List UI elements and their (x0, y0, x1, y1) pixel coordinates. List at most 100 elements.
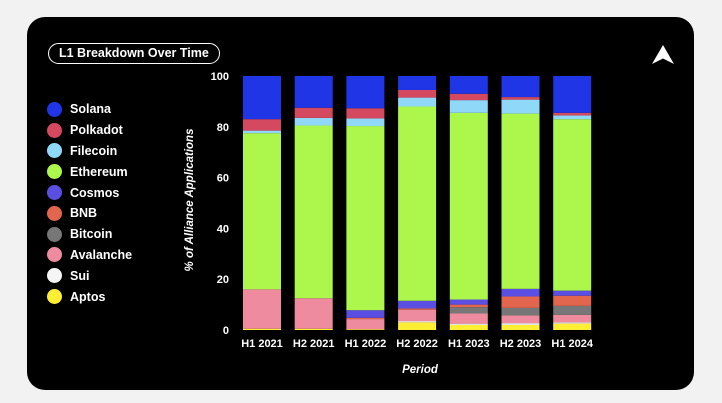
x-axis-title: Period (402, 364, 439, 376)
legend-swatch-solana (47, 101, 62, 117)
bar-segment-ethereum-h2-2022 (398, 106, 437, 301)
bar-segment-ethereum-h1-2021 (243, 133, 281, 290)
chart-legend: Solana Polkadot Filecoin Ethereum Cosmos BNB B… (47, 99, 132, 307)
y-axis-title: % of Alliance Applications (184, 129, 196, 272)
bar-segment-sui-h2-2022 (398, 321, 437, 323)
bar-segment-cosmos-h2-2023 (501, 288, 540, 297)
legend-label-polkadot: Polkadot (70, 123, 123, 138)
bar-segment-bnb-h1-2022 (346, 317, 385, 320)
legend-item-avalanche: Avalanche (47, 245, 132, 266)
bar-segment-ethereum-h1-2023 (449, 112, 488, 300)
bar-segment-aptos-h1-2022 (346, 329, 385, 330)
bar-segment-avalanche-h1-2021 (243, 289, 281, 329)
legend-item-bnb: BNB (47, 203, 132, 224)
legend-swatch-avalanche (47, 247, 62, 263)
x-tick-label-h2-2021: H2 2021 (293, 338, 335, 350)
chart-title: L1 Breakdown Over Time (48, 43, 220, 64)
legend-swatch-cosmos (47, 185, 62, 201)
bar-segment-polkadot-h2-2021 (294, 107, 333, 118)
y-tick-label-80: 80 (217, 122, 229, 134)
bar-segment-polkadot-h1-2021 (243, 119, 281, 131)
bar-segment-polkadot-h1-2024 (553, 112, 592, 116)
legend-label-sui: Sui (70, 268, 90, 283)
legend-label-aptos: Aptos (70, 289, 106, 304)
bar-segment-cosmos-h2-2022 (398, 300, 437, 309)
bar-segment-aptos-h1-2021 (243, 328, 281, 330)
y-tick-label-40: 40 (217, 223, 229, 235)
legend-label-avalanche: Avalanche (70, 247, 133, 262)
bar-segment-filecoin-h1-2022 (346, 118, 385, 127)
bar-segment-bitcoin-h1-2023 (449, 307, 488, 314)
legend-item-filecoin: Filecoin (47, 141, 132, 162)
x-tick-label-h1-2024: H1 2024 (551, 338, 593, 350)
bar-segment-filecoin-h2-2022 (398, 97, 437, 107)
x-tick-label-h1-2021: H1 2021 (241, 338, 283, 350)
bar-segment-cosmos-h1-2023 (449, 299, 488, 305)
bar-segment-avalanche-h2-2021 (294, 298, 333, 329)
bar-segment-filecoin-h1-2021 (243, 130, 281, 134)
bar-segment-avalanche-h2-2023 (501, 315, 540, 324)
bar-segment-polkadot-h2-2023 (501, 97, 540, 100)
y-tick-label-20: 20 (217, 274, 229, 286)
legend-swatch-sui (47, 268, 62, 284)
y-tick-label-100: 100 (211, 71, 229, 83)
legend-swatch-polkadot (47, 122, 62, 138)
bar-segment-sui-h2-2023 (501, 323, 540, 325)
bar-segment-solana-h2-2021 (294, 76, 333, 108)
bar-segment-avalanche-h1-2023 (449, 313, 488, 324)
bar-segment-aptos-h1-2024 (553, 323, 592, 330)
brand-logo-icon (652, 45, 674, 64)
bar-segment-bitcoin-h2-2023 (501, 307, 540, 316)
legend-label-cosmos: Cosmos (70, 185, 120, 200)
legend-swatch-ethereum (47, 164, 62, 180)
bar-segment-solana-h2-2022 (398, 76, 437, 90)
bar-segment-bnb-h1-2024 (553, 295, 592, 306)
bar-segment-avalanche-h1-2022 (346, 319, 385, 330)
legend-item-polkadot: Polkadot (47, 120, 132, 141)
legend-item-bitcoin: Bitcoin (47, 224, 132, 245)
bar-segment-cosmos-h1-2022 (346, 310, 385, 318)
legend-label-bnb: BNB (70, 206, 98, 221)
bar-segment-bnb-h2-2023 (501, 296, 540, 308)
bar-segment-filecoin-h1-2023 (449, 100, 488, 113)
bar-segment-filecoin-h2-2023 (501, 99, 540, 114)
y-tick-label-0: 0 (223, 325, 229, 337)
bar-segment-solana-h1-2023 (449, 76, 488, 94)
bar-segment-aptos-h2-2022 (398, 322, 437, 330)
bar-segment-cosmos-h1-2024 (553, 290, 592, 296)
legend-label-bitcoin: Bitcoin (70, 227, 113, 242)
x-tick-label-h1-2022: H1 2022 (345, 338, 387, 350)
x-tick-label-h1-2023: H1 2023 (448, 338, 490, 350)
legend-item-solana: Solana (47, 99, 132, 120)
bar-segment-bitcoin-h1-2024 (553, 305, 592, 315)
legend-item-cosmos: Cosmos (47, 182, 132, 203)
legend-label-filecoin: Filecoin (70, 143, 118, 158)
bar-segment-aptos-h2-2021 (294, 328, 333, 330)
bar-segment-polkadot-h2-2022 (398, 89, 437, 98)
legend-item-ethereum: Ethereum (47, 161, 132, 182)
legend-item-aptos: Aptos (47, 286, 132, 307)
bar-segment-avalanche-h1-2024 (553, 314, 592, 323)
x-tick-label-h2-2023: H2 2023 (500, 338, 542, 350)
bar-segment-ethereum-h1-2022 (346, 126, 385, 311)
bar-segment-avalanche-h2-2022 (398, 309, 437, 322)
bar-segment-polkadot-h1-2023 (449, 93, 488, 101)
legend-swatch-aptos (47, 289, 62, 305)
x-tick-label-h2-2022: H2 2022 (396, 338, 438, 350)
bar-segment-solana-h1-2022 (346, 76, 385, 109)
bar-segment-sui-h1-2024 (553, 322, 592, 324)
bar-segment-solana-h2-2023 (501, 76, 540, 98)
bar-segment-aptos-h2-2023 (501, 324, 540, 330)
bar-segment-aptos-h1-2023 (449, 324, 488, 330)
legend-swatch-bitcoin (47, 226, 62, 242)
bar-segment-solana-h1-2021 (243, 76, 281, 120)
bar-segment-ethereum-h1-2024 (553, 119, 592, 291)
legend-swatch-filecoin (47, 143, 62, 159)
bar-segment-bnb-h2-2022 (398, 308, 437, 310)
bar-segment-solana-h1-2024 (553, 76, 592, 113)
bar-segment-polkadot-h1-2022 (346, 108, 385, 119)
legend-label-solana: Solana (70, 102, 111, 117)
y-tick-label-60: 60 (217, 173, 229, 185)
bar-segment-ethereum-h2-2021 (294, 125, 333, 299)
